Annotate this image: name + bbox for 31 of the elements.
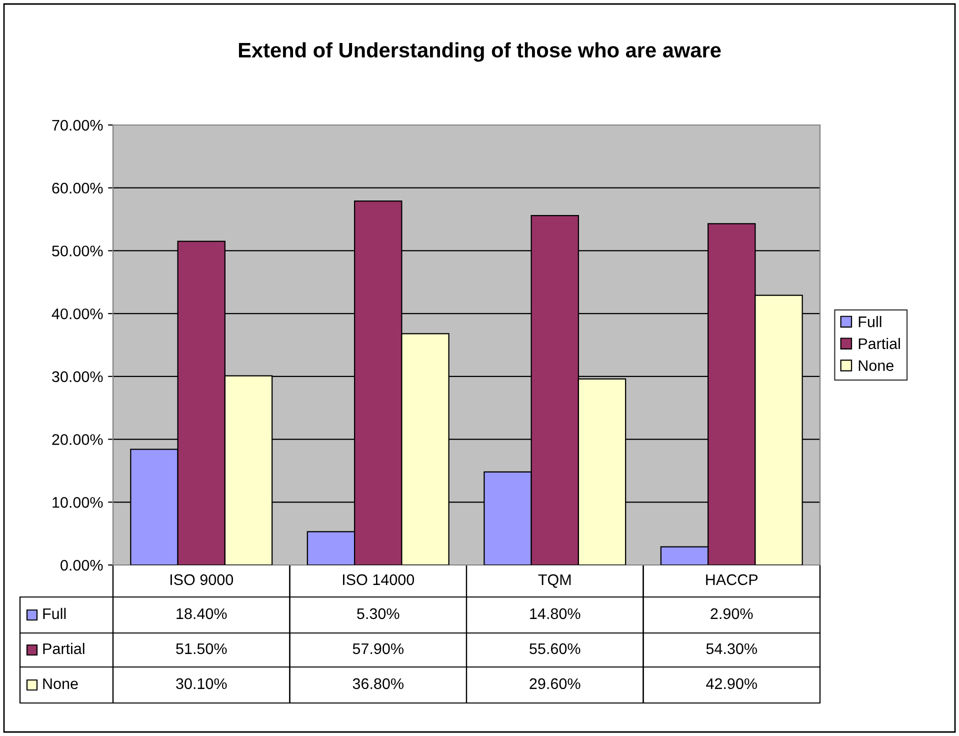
data-label: 5.30% xyxy=(357,608,400,620)
data-label: 2.90% xyxy=(710,608,753,620)
y-tick-label: 50.00% xyxy=(52,246,103,256)
data-label: 55.60% xyxy=(530,643,580,654)
legend-label: None xyxy=(858,360,894,371)
y-tick-label: 70.00% xyxy=(52,120,103,131)
x-tick-label: ISO 9000 xyxy=(170,574,234,586)
y-tick-label: 30.00% xyxy=(52,371,103,382)
y-tick-label: 20.00% xyxy=(52,434,103,445)
legend-label: Full xyxy=(43,608,66,620)
y-tick-label: 0.00% xyxy=(60,560,103,571)
data-label: 14.80% xyxy=(530,608,580,620)
y-tick-label: 60.00% xyxy=(52,182,103,194)
data-label: 29.60% xyxy=(530,678,580,690)
data-label: 30.10% xyxy=(176,678,227,690)
data-label: 42.90% xyxy=(706,678,757,690)
text: Full xyxy=(858,316,882,328)
legend-label: Partial xyxy=(858,338,900,350)
y-tick-label: 10.00% xyxy=(52,497,103,508)
data-label: 57.90% xyxy=(352,643,404,654)
text: None xyxy=(43,678,78,690)
y-tick-label: 40.00% xyxy=(52,308,103,320)
data-label: 18.40% xyxy=(176,608,227,620)
x-tick-label: ISO 14000 xyxy=(343,574,414,586)
data-label: 54.30% xyxy=(706,643,757,654)
data-label: 51.50% xyxy=(176,643,227,654)
x-tick-label: HACCP xyxy=(706,574,758,586)
data-label: 36.80% xyxy=(352,678,404,690)
chart-title: Extend of Understanding of those who are aware xyxy=(238,42,721,62)
x-tick-label: TQM xyxy=(538,574,571,588)
text: Partial xyxy=(43,642,84,654)
